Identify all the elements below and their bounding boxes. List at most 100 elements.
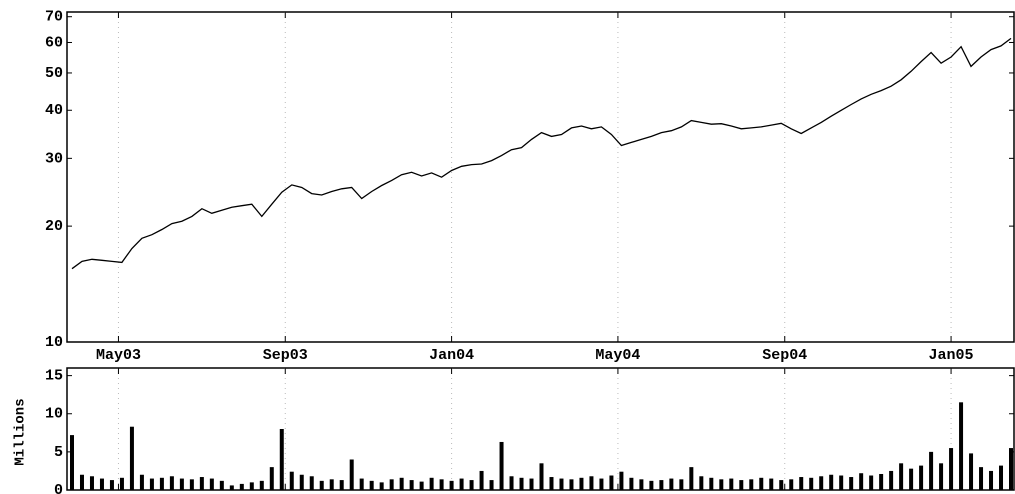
volume-bar <box>689 467 694 490</box>
volume-bar <box>629 477 634 490</box>
y-tick-label: 40 <box>45 102 63 119</box>
volume-bar <box>569 479 574 490</box>
volume-bar <box>99 478 104 490</box>
volume-bar <box>89 476 94 490</box>
volume-bar <box>779 480 784 490</box>
volume-bar <box>589 476 594 490</box>
volume-bar <box>259 480 264 490</box>
y-tick-label: 70 <box>45 9 63 26</box>
volume-bar <box>429 477 434 490</box>
volume-bar <box>659 480 664 490</box>
y-tick-label: 10 <box>45 334 63 351</box>
volume-bar <box>379 482 384 490</box>
volume-bar <box>109 480 114 490</box>
volume-bar <box>889 470 894 490</box>
volume-bar <box>299 474 304 490</box>
volume-bar <box>499 441 504 490</box>
volume-bar <box>899 463 904 490</box>
volume-bar <box>579 477 584 490</box>
volume-bar <box>539 463 544 490</box>
volume-bar <box>709 477 714 490</box>
volume-bar <box>549 477 554 490</box>
volume-bar <box>669 478 674 490</box>
volume-bar <box>679 479 684 490</box>
volume-bar <box>739 480 744 490</box>
x-tick-label: Jan05 <box>929 347 974 364</box>
y-tick-label: 5 <box>54 444 63 461</box>
x-tick-label: Sep03 <box>263 347 308 364</box>
volume-bar <box>339 480 344 490</box>
volume-bar <box>119 477 124 490</box>
volume-bar <box>249 482 254 490</box>
volume-bar <box>219 480 224 490</box>
volume-bar <box>699 476 704 490</box>
y-axis-label: Millions <box>13 398 29 465</box>
volume-bar <box>639 479 644 490</box>
volume-bar <box>969 453 974 490</box>
volume-bar <box>199 477 204 490</box>
volume-bar <box>289 471 294 490</box>
volume-bar <box>619 471 624 490</box>
volume-bar <box>879 473 884 490</box>
volume-bar <box>189 479 194 490</box>
volume-bar <box>749 479 754 490</box>
y-tick-label: 30 <box>45 150 63 167</box>
volume-bar <box>789 479 794 490</box>
volume-bar <box>719 479 724 490</box>
volume-bar <box>849 477 854 490</box>
volume-bar <box>489 480 494 490</box>
volume-bar <box>599 478 604 490</box>
volume-bar <box>459 478 464 490</box>
volume-bar <box>309 476 314 490</box>
volume-bar <box>529 478 534 490</box>
volume-bar <box>559 478 564 490</box>
volume-bar <box>829 474 834 490</box>
volume-bar <box>939 463 944 490</box>
volume-bar <box>179 478 184 490</box>
volume-bar <box>399 477 404 490</box>
y-tick-label: 15 <box>45 368 63 385</box>
volume-bar <box>919 465 924 490</box>
volume-bar <box>479 470 484 490</box>
volume-bar <box>809 477 814 490</box>
x-tick-label: Jan04 <box>429 347 474 364</box>
volume-bar <box>69 435 74 490</box>
volume-bar <box>979 467 984 490</box>
volume-bar <box>389 479 394 490</box>
volume-bar <box>819 476 824 490</box>
volume-bar <box>169 476 174 490</box>
volume-bar <box>439 479 444 490</box>
y-tick-label: 20 <box>45 218 63 235</box>
volume-bar <box>909 468 914 490</box>
volume-bar <box>859 473 864 490</box>
volume-bar <box>999 465 1004 490</box>
volume-bar <box>79 474 84 490</box>
volume-bar <box>519 477 524 490</box>
volume-bar <box>279 429 284 490</box>
volume-bar <box>839 475 844 490</box>
volume-bar <box>139 474 144 490</box>
volume-bar <box>159 477 164 490</box>
volume-bar <box>959 402 964 490</box>
volume-bar <box>269 467 274 490</box>
volume-bar <box>149 478 154 490</box>
price-line <box>71 37 1012 270</box>
volume-bar <box>1009 448 1014 490</box>
volume-bar <box>129 426 134 490</box>
volume-bar <box>209 478 214 490</box>
y-tick-label: 0 <box>54 482 63 494</box>
volume-bar <box>419 481 424 490</box>
volume-bar <box>409 480 414 490</box>
volume-bar <box>469 480 474 490</box>
volume-bar <box>609 475 614 490</box>
volume-bar <box>369 480 374 490</box>
x-tick-label: May04 <box>595 347 640 364</box>
volume-bar <box>949 448 954 490</box>
volume-bar <box>929 451 934 490</box>
plot-frame <box>66 11 1015 343</box>
y-tick-label: 50 <box>45 65 63 82</box>
x-tick-label: Sep04 <box>762 347 807 364</box>
volume-bar <box>319 480 324 490</box>
volume-bar <box>229 485 234 490</box>
